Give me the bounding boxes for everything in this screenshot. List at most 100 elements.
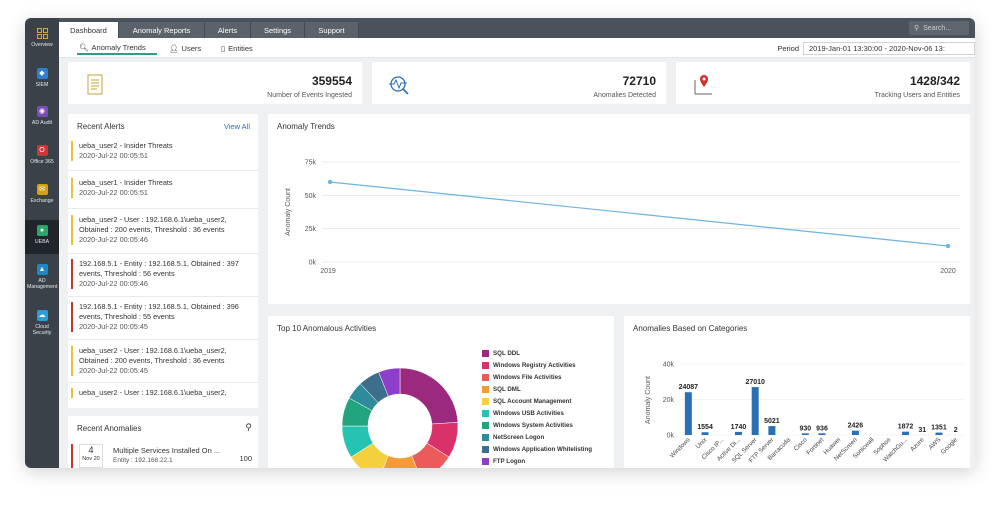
sidebar-item-label: AD Management xyxy=(27,278,58,290)
legend-item[interactable]: SQL DDL xyxy=(482,350,520,357)
bar-value-label: 1554 xyxy=(697,424,713,431)
sidebar-item-label: Overview xyxy=(31,42,53,48)
anomaly-month: Nov 20 xyxy=(82,456,100,462)
alert-item[interactable]: 192.168.5.1 - Entity : 192.168.5.1, Obta… xyxy=(71,259,251,289)
alert-text: ueba_user2 - Insider Threats xyxy=(79,141,173,150)
legend-label: SQL DML xyxy=(493,386,521,393)
tab-anomaly-reports[interactable]: Anomaly Reports xyxy=(119,22,205,38)
legend-label: SQL DDL xyxy=(493,350,521,357)
top-activities-panel: Top 10 Anomalous Activities SQL DDL Windo… xyxy=(268,316,614,468)
tab-dashboard[interactable]: Dashboard xyxy=(59,22,119,38)
alert-item[interactable]: ueba_user2 - Insider Threats 2020-Jul-22 … xyxy=(71,141,251,161)
search-input[interactable]: ⚲ Search... xyxy=(909,21,969,35)
kpi-label: Tracking Users and Entities xyxy=(874,92,960,99)
search-icon: ⚲ xyxy=(914,25,920,32)
search-placeholder: Search... xyxy=(923,24,952,32)
sidebar-item-overview[interactable]: Overview xyxy=(25,28,59,58)
bar-value-label: 1351 xyxy=(931,425,947,432)
bar-value-label: 2426 xyxy=(848,423,864,430)
subtab-anomaly-trends[interactable]: 🔍︎ Anomaly Trends xyxy=(77,41,157,55)
alert-item[interactable]: ueba_user2 - User : 192.168.6.1\ueba_use… xyxy=(71,388,251,398)
legend-item[interactable]: SQL DML xyxy=(482,386,521,393)
sidebar-item-office-365[interactable]: O Office 365 xyxy=(25,145,59,171)
y-tick-label: 0k xyxy=(667,433,675,440)
recent-alerts-title: Recent Alerts xyxy=(77,122,125,131)
categories-title: Anomalies Based on Categories xyxy=(633,324,748,333)
legend-label: Windows USB Activities xyxy=(493,410,564,417)
bar xyxy=(751,387,759,435)
sidebar-item-label: AD Audit xyxy=(31,120,53,126)
y-tick-label: 0k xyxy=(309,260,317,267)
y-tick-label: 75k xyxy=(305,160,317,167)
legend-item[interactable]: FTP Logon xyxy=(482,458,525,465)
kpi-card-anomalies: 72710 Anomalies Detected xyxy=(372,62,666,104)
divider xyxy=(68,382,258,383)
alert-item[interactable]: ueba_user2 - User : 192.168.6.1\ueba_use… xyxy=(71,215,251,245)
legend-item[interactable]: Windows File Activities xyxy=(482,374,561,381)
subtab-label: Users xyxy=(181,43,202,53)
y-tick-label: 40k xyxy=(663,362,675,369)
legend-item[interactable]: Windows Registry Activities xyxy=(482,362,576,369)
legend-swatch xyxy=(482,422,489,429)
kpi-value: 72710 xyxy=(622,74,656,88)
bar-value-label: 1740 xyxy=(731,424,747,431)
legend-swatch xyxy=(482,374,489,381)
x-tick-label: Unix xyxy=(695,436,709,450)
location-pin-icon xyxy=(694,75,712,95)
anomaly-item[interactable]: 4 Nov 20 Multiple Services Installed On … xyxy=(71,444,256,468)
exchange-icon: ✉ xyxy=(36,184,48,195)
search-icon[interactable]: ⚲ xyxy=(245,422,252,432)
tab-settings[interactable]: Settings xyxy=(251,22,305,38)
alert-time: 2020-Jul-22 00:05:51 xyxy=(79,151,148,160)
alert-text: ueba_user2 - User : 192.168.6.1\ueba_use… xyxy=(79,215,227,234)
legend-label: NetScreen Logon xyxy=(493,434,545,441)
legend-swatch xyxy=(482,386,489,393)
tab-support[interactable]: Support xyxy=(305,22,359,38)
sidebar-item-label: Cloud Security xyxy=(32,324,52,336)
x-tick-label: 2019 xyxy=(320,268,336,275)
kpi-card-events: 359554 Number of Events Ingested xyxy=(68,62,362,104)
sidebar-item-siem[interactable]: ◆ SIEM xyxy=(25,68,59,94)
bar-value-label: 24087 xyxy=(679,384,699,391)
bar-value-label: 31 xyxy=(918,427,926,434)
sidebar-item-cloud-security[interactable]: ☁ Cloud Security xyxy=(25,310,59,342)
alert-time: 2020-Jul-22 00:05:51 xyxy=(79,188,148,197)
alert-item[interactable]: ueba_user2 - User : 192.168.6.1\ueba_use… xyxy=(71,346,251,376)
legend-item[interactable]: Windows Application Whitelisting xyxy=(482,446,592,453)
kpi-value: 1428/342 xyxy=(909,74,960,88)
legend-item[interactable]: Windows USB Activities xyxy=(482,410,564,417)
y-axis-label: Anomaly Count xyxy=(285,188,292,236)
sidebar-item-ad-audit[interactable]: ◉ AD Audit xyxy=(25,106,59,132)
alert-item[interactable]: ueba_user1 - Insider Threats 2020-Jul-22 … xyxy=(71,178,251,198)
tab-alerts[interactable]: Alerts xyxy=(205,22,251,38)
bar xyxy=(818,433,826,435)
y-axis-label: Anomaly Count xyxy=(645,376,652,424)
office-icon: O xyxy=(36,145,48,156)
recent-alerts-panel: Recent Alerts View All ueba_user2 - Insi… xyxy=(68,114,258,408)
legend-swatch xyxy=(482,434,489,441)
alert-text: 192.168.5.1 - Entity : 192.168.5.1, Obta… xyxy=(79,302,239,321)
divider xyxy=(68,296,258,297)
legend-swatch xyxy=(482,398,489,405)
sidebar-item-exchange[interactable]: ✉ Exchange xyxy=(25,184,59,210)
legend-item[interactable]: Windows System Activities xyxy=(482,422,573,429)
legend-item[interactable]: NetScreen Logon xyxy=(482,434,544,441)
bar xyxy=(734,431,742,435)
subtab-entities[interactable]: ▯ Entities xyxy=(221,41,253,55)
sidebar-item-ad-management[interactable]: ▲ AD Management xyxy=(25,264,59,296)
sidebar-item-ueba[interactable]: ● UEBA xyxy=(25,220,59,254)
legend-swatch xyxy=(482,446,489,453)
alert-item[interactable]: 192.168.5.1 - Entity : 192.168.5.1, Obta… xyxy=(71,302,251,332)
recent-anomalies-panel: Recent Anomalies ⚲ 4 Nov 20 Multiple Ser… xyxy=(68,416,258,468)
period-label: Period xyxy=(777,44,799,53)
legend-item[interactable]: SQL Account Management xyxy=(482,398,571,405)
period-select[interactable]: 2019-Jan-01 13:30:00 - 2020-Nov-06 13: xyxy=(803,42,975,55)
subtab-users[interactable]: 👤︎ Users xyxy=(169,41,201,55)
bar-value-label: 5021 xyxy=(764,418,780,425)
bar xyxy=(701,432,709,435)
document-icon xyxy=(87,74,103,95)
anomaly-trends-panel: Anomaly Trends 0k 25k 50k 75k Anomaly Count 2… xyxy=(268,114,970,304)
legend-label: Windows System Activities xyxy=(493,422,573,429)
view-all-link[interactable]: View All xyxy=(223,122,250,131)
top-activities-title: Top 10 Anomalous Activities xyxy=(277,324,377,333)
